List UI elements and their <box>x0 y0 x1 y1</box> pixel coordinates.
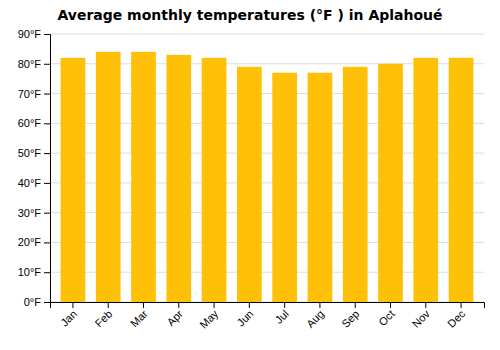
bar <box>131 52 156 302</box>
x-tick: Jan <box>58 302 79 329</box>
y-tick-label: 80°F <box>18 58 42 70</box>
y-tick-label: 70°F <box>18 88 42 100</box>
x-tick-mark <box>178 302 179 308</box>
x-tick-mark <box>143 302 144 308</box>
x-tick-label: Sep <box>339 308 361 330</box>
y-tick: 30°F <box>18 207 50 219</box>
y-tick-mark <box>44 272 50 273</box>
y-tick: 0°F <box>24 296 50 308</box>
bar <box>449 58 474 302</box>
x-tick: May <box>197 302 221 331</box>
y-tick-mark <box>44 123 50 124</box>
x-tick-label: May <box>197 307 221 331</box>
x-tick: Nov <box>410 302 433 330</box>
x-tick: Feb <box>93 302 115 329</box>
y-tick-mark <box>44 94 50 95</box>
x-tick-mark <box>72 302 73 308</box>
x-tick-mark <box>319 302 320 308</box>
bar <box>413 58 438 302</box>
x-tick-label: Nov <box>410 307 433 330</box>
x-tick-label: Feb <box>93 308 115 330</box>
x-axis-line <box>51 303 485 309</box>
x-tick-label: Aug <box>304 308 326 330</box>
bar <box>378 64 403 302</box>
x-tick-label: Dec <box>445 307 468 330</box>
y-tick: 20°F <box>18 236 50 248</box>
bar <box>61 58 86 302</box>
bar <box>343 67 368 302</box>
y-tick: 70°F <box>18 88 50 100</box>
grid <box>50 34 484 302</box>
x-tick-mark <box>425 302 426 308</box>
x-tick-label: Jan <box>58 308 79 329</box>
y-tick: 60°F <box>18 117 50 129</box>
y-tick-label: 40°F <box>18 177 42 189</box>
y-axis: 0°F 10°F 20°F 30°F 40°F 50°F 60°F 70°F 80°F 90°F <box>18 28 51 308</box>
bar <box>237 67 262 302</box>
y-tick: 50°F <box>18 147 50 159</box>
y-tick: 10°F <box>18 266 50 278</box>
y-tick: 80°F <box>18 58 50 70</box>
y-tick: 40°F <box>18 177 50 189</box>
y-tick: 90°F <box>18 28 50 40</box>
y-tick-label: 20°F <box>18 236 42 248</box>
y-tick-label: 10°F <box>18 266 42 278</box>
chart-svg: Average monthly temperatures (°F ) in Ap… <box>0 0 500 350</box>
x-axis: Jan Feb Mar Apr May Jun Jul Aug Sep Oct Nov Dec <box>51 302 485 331</box>
y-tick-label: 90°F <box>18 28 42 40</box>
y-tick-mark <box>44 34 50 35</box>
x-tick: Aug <box>304 302 326 330</box>
y-tick-label: 60°F <box>18 117 42 129</box>
x-tick-label: Mar <box>128 307 150 329</box>
x-tick: Mar <box>128 302 150 329</box>
y-tick-mark <box>44 213 50 214</box>
x-tick-label: Apr <box>164 307 185 328</box>
y-tick-mark <box>44 242 50 243</box>
y-tick-label: 0°F <box>24 296 42 308</box>
x-tick-label: Jul <box>272 308 290 326</box>
y-tick-mark <box>44 153 50 154</box>
y-tick-mark <box>44 64 50 65</box>
chart-container: Average monthly temperatures (°F ) in Ap… <box>0 0 500 350</box>
plot-area: Jan Feb Mar Apr May Jun Jul Aug Sep Oct Nov Dec 0°F 1… <box>18 28 485 331</box>
x-tick-label: Jun <box>235 308 256 329</box>
bar <box>308 73 333 302</box>
x-tick-mark <box>214 302 215 308</box>
y-tick-label: 50°F <box>18 147 42 159</box>
x-tick: Jun <box>235 302 256 329</box>
bar <box>202 58 227 302</box>
x-tick-mark <box>390 302 391 308</box>
x-tick: Apr <box>164 302 185 328</box>
x-tick-mark <box>355 302 356 308</box>
y-tick-mark <box>44 183 50 184</box>
bars <box>61 52 474 302</box>
x-tick-mark <box>461 302 462 308</box>
bar <box>272 73 297 302</box>
x-tick: Oct <box>376 302 397 328</box>
x-tick-mark <box>249 302 250 308</box>
grid-line <box>50 34 484 35</box>
chart-title: Average monthly temperatures (°F ) in Ap… <box>57 7 442 23</box>
x-tick-mark <box>108 302 109 308</box>
y-tick-mark <box>44 302 50 303</box>
bar <box>96 52 121 302</box>
y-tick-label: 30°F <box>18 207 42 219</box>
y-axis-line <box>44 35 51 303</box>
x-tick: Jul <box>272 302 290 326</box>
x-tick-mark <box>284 302 285 308</box>
x-tick: Sep <box>339 302 361 330</box>
x-tick-label: Oct <box>376 308 397 329</box>
x-tick: Dec <box>445 302 468 330</box>
bar <box>166 55 191 302</box>
